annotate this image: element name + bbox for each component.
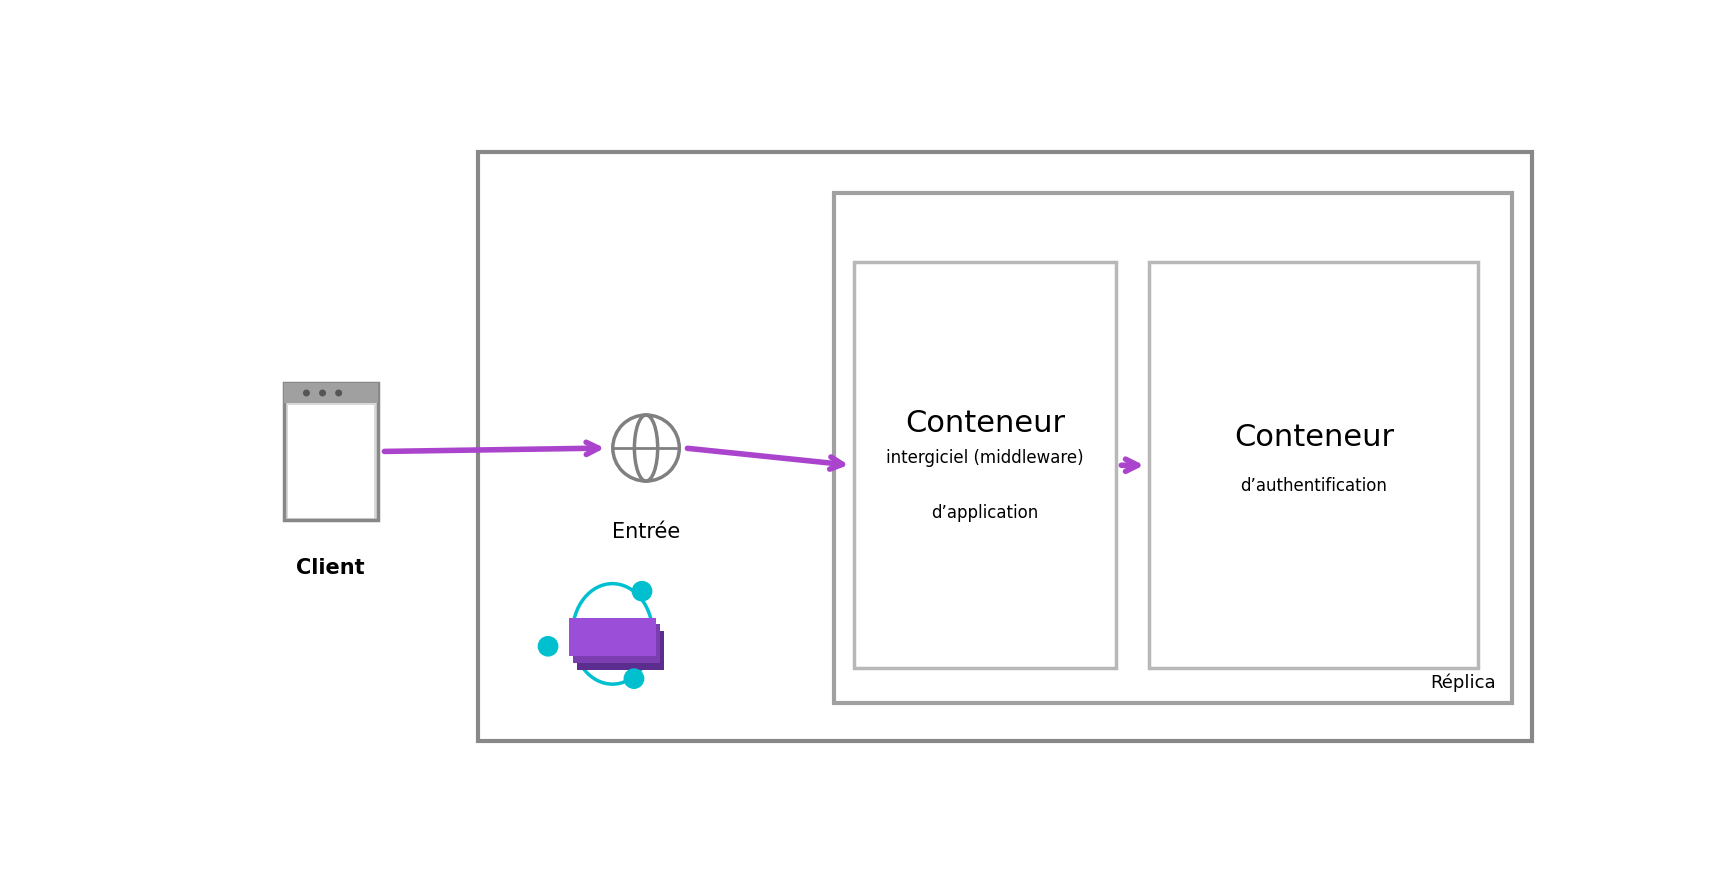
FancyBboxPatch shape	[1150, 262, 1477, 669]
Text: Entrée: Entrée	[611, 522, 681, 543]
Text: Conteneur: Conteneur	[904, 409, 1065, 438]
Ellipse shape	[539, 637, 558, 656]
Text: Conteneur: Conteneur	[1233, 423, 1394, 452]
Text: intergiciel (middleware): intergiciel (middleware)	[887, 450, 1084, 468]
Text: Réplica: Réplica	[1431, 674, 1496, 692]
Ellipse shape	[632, 582, 651, 601]
Ellipse shape	[320, 390, 326, 396]
FancyBboxPatch shape	[854, 262, 1115, 669]
FancyBboxPatch shape	[284, 383, 378, 520]
Ellipse shape	[336, 390, 341, 396]
Ellipse shape	[303, 390, 310, 396]
Text: d’authentification: d’authentification	[1240, 477, 1387, 495]
Text: d’application: d’application	[932, 504, 1039, 522]
FancyBboxPatch shape	[835, 193, 1512, 703]
FancyBboxPatch shape	[478, 152, 1531, 740]
FancyBboxPatch shape	[577, 631, 665, 670]
FancyBboxPatch shape	[573, 624, 660, 663]
FancyBboxPatch shape	[284, 383, 378, 403]
FancyBboxPatch shape	[288, 405, 374, 519]
FancyBboxPatch shape	[568, 618, 656, 656]
Ellipse shape	[624, 669, 644, 688]
Text: Client: Client	[296, 558, 365, 578]
